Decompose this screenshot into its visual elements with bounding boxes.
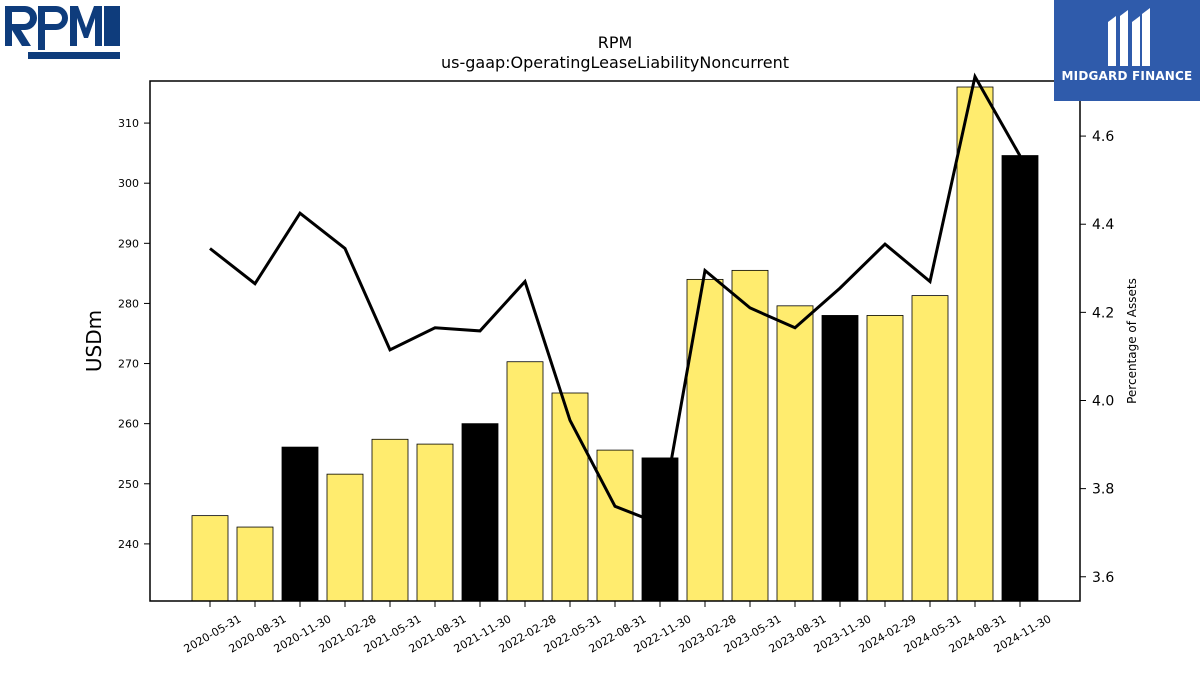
bar-series <box>191 86 1039 602</box>
y-tick-label: 260 <box>118 418 139 431</box>
y-tick-label: 310 <box>118 117 139 130</box>
bar-2024-08-31 <box>956 86 994 602</box>
y2-tick-label: 4.6 <box>1092 129 1114 145</box>
bar-2024-05-31 <box>911 295 949 602</box>
rpm-logo <box>0 0 125 62</box>
y-tick-label: 270 <box>118 358 139 371</box>
bar-2022-11-30 <box>641 457 679 602</box>
y2-tick-label: 3.8 <box>1092 482 1114 498</box>
y-axis-left: 240 250 260 270 280 290 300 310 <box>118 117 150 551</box>
bar-2022-08-31 <box>596 449 634 602</box>
y-axis-label: USDm <box>82 310 106 372</box>
bar-2023-05-31 <box>731 269 769 602</box>
y-axis-right: 3.6 3.8 4.0 4.2 4.4 4.6 <box>1080 129 1114 586</box>
bar-2023-02-28 <box>686 278 724 602</box>
line-series <box>209 72 1022 526</box>
percentage-line <box>209 72 1022 526</box>
midgard-finance-logo: MIDGARD FINANCE <box>1054 0 1200 101</box>
y-tick-label: 280 <box>118 297 139 310</box>
bar-2021-05-31 <box>371 438 409 602</box>
y-tick-label: 300 <box>118 177 139 190</box>
chart-title: RPM <box>598 33 633 52</box>
y2-axis-label: Percentage of Assets <box>1125 278 1139 404</box>
y2-tick-label: 4.2 <box>1092 305 1114 321</box>
bar-2020-11-30 <box>281 446 319 602</box>
bar-2023-11-30 <box>821 315 859 602</box>
y-tick-label: 290 <box>118 237 139 250</box>
y2-tick-label: 4.4 <box>1092 217 1114 233</box>
bar-2024-02-29 <box>866 315 904 602</box>
bar-2020-08-31 <box>236 526 274 602</box>
bar-2024-11-30 <box>1001 155 1039 602</box>
bar-2022-02-28 <box>506 361 544 602</box>
bar-2022-05-31 <box>551 392 589 602</box>
x-axis: 2020-05-312020-08-312020-11-302021-02-28… <box>182 601 1054 656</box>
bar-2021-11-30 <box>461 423 499 602</box>
y2-tick-label: 3.6 <box>1092 570 1114 586</box>
y-tick-label: 250 <box>118 478 139 491</box>
bar-2021-02-28 <box>326 473 364 602</box>
chart-subtitle: us-gaap:OperatingLeaseLiabilityNoncurren… <box>441 53 789 72</box>
y2-tick-label: 4.0 <box>1092 393 1114 409</box>
y-tick-label: 240 <box>118 538 139 551</box>
bar-2021-08-31 <box>416 443 454 602</box>
bar-2020-05-31 <box>191 515 229 602</box>
midgard-finance-text: MIDGARD FINANCE <box>1061 69 1193 83</box>
bar-2023-08-31 <box>776 305 814 602</box>
